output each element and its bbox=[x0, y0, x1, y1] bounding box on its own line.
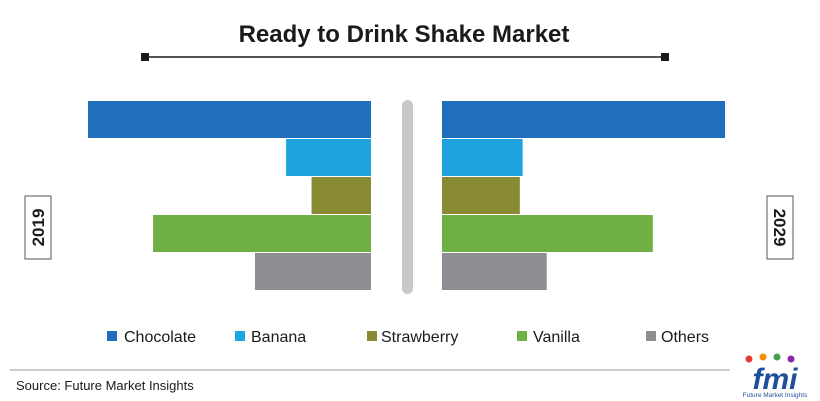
logo-dot bbox=[787, 355, 795, 363]
bar-2029-chocolate bbox=[442, 101, 725, 138]
chart-title: Ready to Drink Shake Market bbox=[239, 21, 570, 48]
title-underline bbox=[141, 53, 669, 61]
legend-swatch-banana bbox=[235, 331, 245, 341]
legend-swatch-vanilla bbox=[517, 331, 527, 341]
legend-label-others: Others bbox=[661, 329, 709, 346]
bars-left-series bbox=[88, 101, 371, 290]
legend: Chocolate Banana Strawberry Vanilla Othe… bbox=[107, 329, 709, 346]
bar-2019-banana bbox=[286, 139, 371, 176]
bar-2029-others bbox=[442, 253, 547, 290]
left-year-label-box: 2019 bbox=[24, 195, 52, 260]
source-text: Source: Future Market Insights bbox=[16, 378, 194, 393]
left-year-label: 2019 bbox=[29, 209, 48, 247]
center-divider bbox=[402, 100, 413, 294]
bar-2019-chocolate bbox=[88, 101, 371, 138]
logo-subtext: Future Market Insights bbox=[743, 392, 808, 399]
bars-right-series bbox=[442, 101, 725, 290]
bar-2029-vanilla bbox=[442, 215, 653, 252]
bar-2029-banana bbox=[442, 139, 523, 176]
legend-swatch-chocolate bbox=[107, 331, 117, 341]
bar-2019-strawberry bbox=[311, 177, 371, 214]
legend-label-vanilla: Vanilla bbox=[533, 329, 580, 346]
legend-label-chocolate: Chocolate bbox=[124, 329, 196, 346]
logo-dot bbox=[773, 353, 781, 361]
logo-dot bbox=[745, 355, 753, 363]
legend-label-banana: Banana bbox=[251, 329, 306, 346]
right-year-label-box: 2029 bbox=[766, 195, 794, 260]
right-year-label: 2029 bbox=[770, 209, 789, 247]
logo-dot bbox=[759, 353, 767, 361]
logo-wordmark: fmi bbox=[753, 363, 799, 396]
legend-swatch-strawberry bbox=[367, 331, 377, 341]
fmi-logo: fmi Future Market Insights bbox=[743, 353, 808, 399]
legend-label-strawberry: Strawberry bbox=[381, 329, 458, 346]
bar-2019-others bbox=[254, 253, 371, 290]
bar-2019-vanilla bbox=[153, 215, 371, 252]
bar-2029-strawberry bbox=[442, 177, 520, 214]
legend-swatch-others bbox=[646, 331, 656, 341]
